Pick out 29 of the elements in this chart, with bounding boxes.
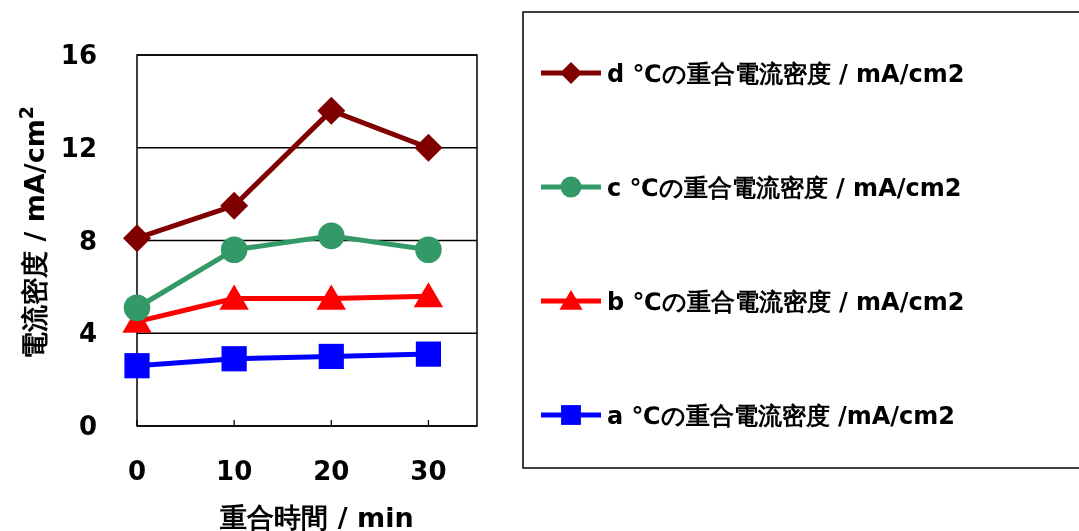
point — [123, 294, 151, 322]
point — [415, 341, 442, 367]
point — [219, 284, 249, 310]
point — [414, 133, 443, 162]
x-axis-title: 重合時間 / min — [219, 502, 414, 531]
legend-label: a ℃の重合電流密度 /mA/cm2 — [607, 402, 956, 430]
point — [124, 353, 150, 379]
legend-label: b ℃の重合電流密度 / mA/cm2 — [607, 288, 965, 316]
point — [413, 282, 444, 308]
point — [123, 224, 151, 253]
point — [316, 284, 346, 310]
point — [220, 236, 248, 264]
y-tick-label: 4 — [78, 318, 97, 349]
legend-label: c ℃の重合電流密度 / mA/cm2 — [607, 174, 962, 202]
x-tick-label: 10 — [216, 456, 253, 486]
point — [221, 346, 247, 372]
x-tick-label: 0 — [127, 456, 147, 486]
point — [317, 222, 345, 250]
x-tick-label: 30 — [410, 456, 447, 486]
x-tick-label: 20 — [313, 456, 350, 486]
point — [317, 96, 346, 125]
point — [318, 343, 344, 370]
legend-label: d ℃の重合電流密度 / mA/cm2 — [607, 60, 965, 88]
y-tick-label: 12 — [60, 132, 97, 163]
point — [415, 236, 442, 264]
y-tick-label: 16 — [60, 40, 97, 70]
point — [220, 191, 249, 220]
y-tick-label: 0 — [78, 411, 97, 441]
y-tick-label: 8 — [78, 225, 97, 256]
